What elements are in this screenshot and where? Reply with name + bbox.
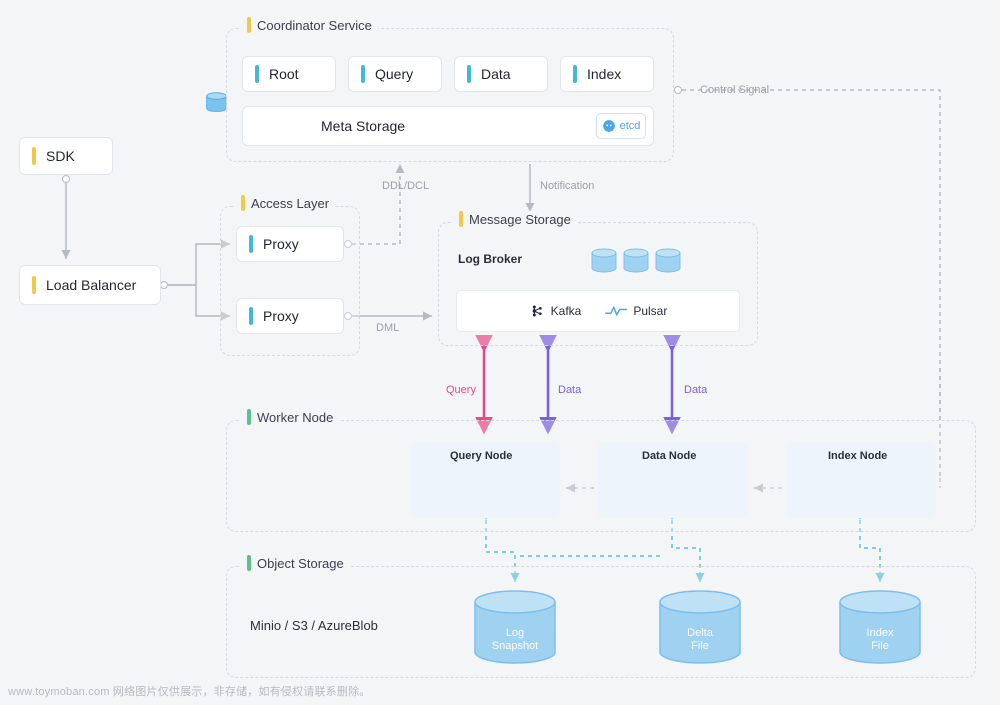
etcd-badge: etcd — [596, 113, 646, 139]
msg-tech-box: Kafka Pulsar — [456, 290, 740, 332]
pulsar-tech: Pulsar — [605, 304, 667, 318]
control-label: Control Signal — [700, 84, 769, 96]
lb-label: Load Balancer — [46, 277, 136, 293]
sdk-box: SDK — [19, 137, 113, 175]
meta-storage-box: Meta Storage — [242, 106, 654, 146]
data-label-1: Data — [558, 384, 581, 396]
dml-label: DML — [376, 322, 399, 334]
coord-index: Index — [560, 56, 654, 92]
footer-text: www.toymoban.com 网络图片仅供展示，非存储，如有侵权请联系删除。 — [8, 683, 370, 699]
data-label-2: Data — [684, 384, 707, 396]
coord-root: Root — [242, 56, 336, 92]
coordinator-title: Coordinator Service — [241, 17, 378, 33]
coord-data: Data — [454, 56, 548, 92]
kafka-icon — [529, 303, 545, 319]
ddl-label: DDL/DCL — [382, 180, 429, 192]
coord-query: Query — [348, 56, 442, 92]
kafka-tech: Kafka — [529, 303, 582, 319]
sdk-label: SDK — [46, 148, 75, 164]
etcd-icon — [602, 119, 616, 133]
proxy-2: Proxy — [236, 298, 344, 334]
log-broker-label: Log Broker — [458, 252, 522, 266]
object-providers: Minio / S3 / AzureBlob — [250, 618, 378, 633]
notif-label: Notification — [540, 180, 594, 192]
load-balancer-box: Load Balancer — [19, 265, 161, 305]
query-label: Query — [446, 384, 476, 396]
pulsar-icon — [605, 304, 627, 318]
proxy-1: Proxy — [236, 226, 344, 262]
